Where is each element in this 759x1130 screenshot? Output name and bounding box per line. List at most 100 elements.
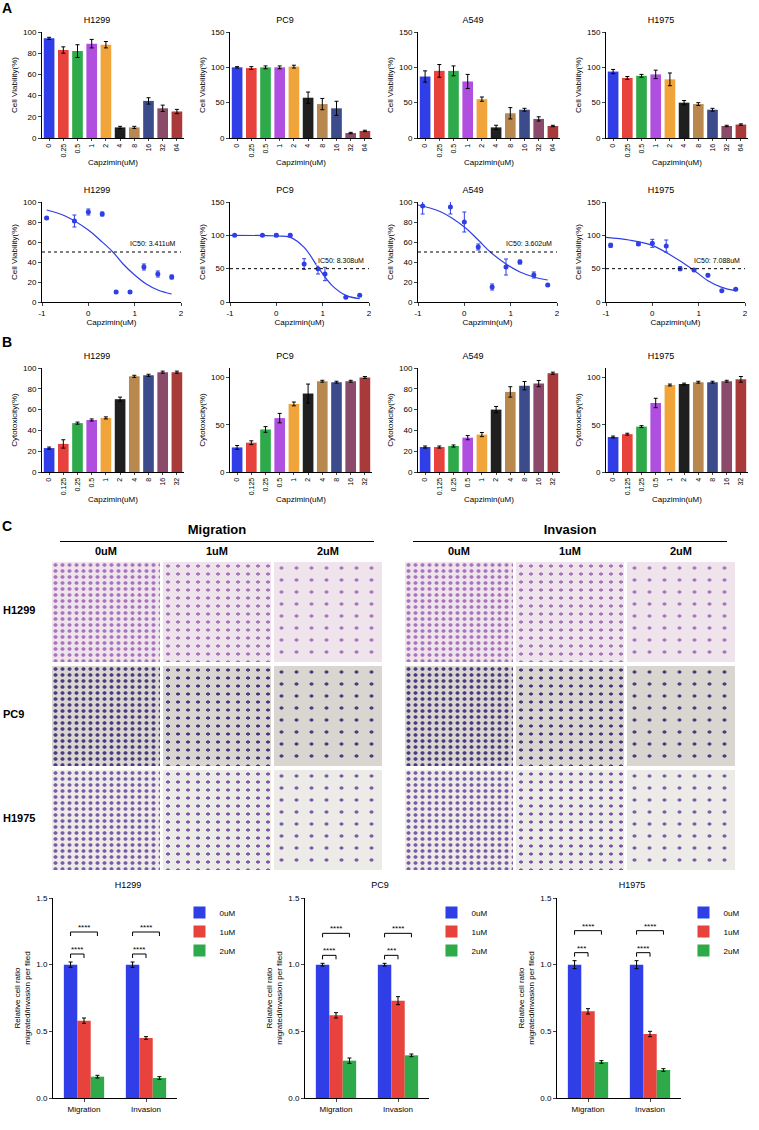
svg-text:16: 16 <box>145 144 152 152</box>
svg-text:1uM: 1uM <box>219 928 235 937</box>
svg-text:32: 32 <box>159 144 166 152</box>
svg-text:****: **** <box>71 945 83 954</box>
svg-text:60: 60 <box>403 405 412 414</box>
svg-text:0.25: 0.25 <box>450 478 457 492</box>
svg-text:4: 4 <box>116 144 123 148</box>
svg-text:IC50: 8.308uM: IC50: 8.308uM <box>318 257 364 264</box>
svg-text:100: 100 <box>587 231 601 240</box>
svg-text:100: 100 <box>211 63 225 72</box>
svg-text:100: 100 <box>587 373 601 382</box>
svg-text:H1975: H1975 <box>619 880 646 890</box>
svg-text:0: 0 <box>650 309 655 318</box>
svg-text:***: *** <box>577 944 586 953</box>
svg-text:A549: A549 <box>462 351 483 361</box>
svg-text:1.5: 1.5 <box>288 894 300 903</box>
svg-text:150: 150 <box>587 198 601 207</box>
svg-text:PC9: PC9 <box>276 351 294 361</box>
svg-text:80: 80 <box>403 218 412 227</box>
svg-text:20: 20 <box>403 278 412 287</box>
svg-text:150: 150 <box>587 28 601 37</box>
svg-text:1: 1 <box>88 144 95 148</box>
svg-text:32: 32 <box>737 478 744 486</box>
svg-text:0.5: 0.5 <box>276 478 283 488</box>
svg-text:Cell Viability(%): Cell Viability(%) <box>386 224 395 280</box>
svg-text:2: 2 <box>666 144 673 148</box>
svg-text:60: 60 <box>27 70 36 79</box>
svg-text:8: 8 <box>521 478 528 482</box>
svg-text:4: 4 <box>319 478 326 482</box>
svg-text:100: 100 <box>23 364 37 373</box>
svg-text:100: 100 <box>399 198 413 207</box>
svg-text:A549: A549 <box>462 185 483 195</box>
svg-text:Migration: Migration <box>68 1105 101 1114</box>
svg-text:100: 100 <box>23 28 37 37</box>
svg-text:0uM: 0uM <box>471 909 487 918</box>
svg-text:Cell Viability(%): Cell Viability(%) <box>198 57 207 113</box>
svg-text:2: 2 <box>290 144 297 148</box>
svg-text:-1: -1 <box>38 309 46 318</box>
svg-text:Cytotoxicity(%): Cytotoxicity(%) <box>198 393 207 447</box>
svg-text:1.0: 1.0 <box>36 960 48 969</box>
svg-text:8: 8 <box>507 144 514 148</box>
svg-text:Relative cell ratiomigrated/in: Relative cell ratiomigrated/invasion per… <box>13 951 32 1044</box>
svg-text:80: 80 <box>27 49 36 58</box>
svg-text:IC50: 3.602uM: IC50: 3.602uM <box>506 240 552 247</box>
svg-text:Capzimin(uM): Capzimin(uM) <box>275 318 325 327</box>
svg-text:0: 0 <box>32 298 37 307</box>
svg-text:0: 0 <box>421 478 428 482</box>
svg-text:Capzimin(uM): Capzimin(uM) <box>88 158 138 167</box>
svg-text:Capzimin(uM): Capzimin(uM) <box>463 318 513 327</box>
svg-text:****: **** <box>392 924 404 933</box>
svg-text:100: 100 <box>399 63 413 72</box>
svg-text:32: 32 <box>549 478 556 486</box>
svg-text:2uM: 2uM <box>723 947 739 956</box>
svg-text:64: 64 <box>361 144 368 152</box>
svg-text:A549: A549 <box>462 15 483 25</box>
svg-text:1uM: 1uM <box>471 928 487 937</box>
svg-text:0.125: 0.125 <box>60 478 67 496</box>
svg-text:0: 0 <box>421 144 428 148</box>
svg-text:IC50: 3.411uM: IC50: 3.411uM <box>130 240 176 247</box>
svg-text:32: 32 <box>535 144 542 152</box>
svg-text:1: 1 <box>464 144 471 148</box>
svg-text:0: 0 <box>220 298 225 307</box>
svg-text:-1: -1 <box>602 309 610 318</box>
svg-text:0.5: 0.5 <box>540 1027 552 1036</box>
svg-text:1.5: 1.5 <box>36 894 48 903</box>
svg-text:16: 16 <box>333 144 340 152</box>
svg-text:1.0: 1.0 <box>540 960 552 969</box>
svg-text:H1975: H1975 <box>648 15 675 25</box>
svg-text:Capzimin(uM): Capzimin(uM) <box>652 158 702 167</box>
svg-text:1: 1 <box>666 478 673 482</box>
svg-text:****: **** <box>140 923 152 932</box>
svg-text:0.25: 0.25 <box>638 478 645 492</box>
svg-text:Cytotoxicity(%): Cytotoxicity(%) <box>574 393 583 447</box>
svg-text:0uM: 0uM <box>219 909 235 918</box>
svg-text:H1299: H1299 <box>84 15 111 25</box>
svg-text:0.5: 0.5 <box>464 478 471 488</box>
svg-text:40: 40 <box>27 91 36 100</box>
svg-text:0: 0 <box>45 144 52 148</box>
svg-text:0: 0 <box>462 309 467 318</box>
svg-text:Cytotoxicity(%): Cytotoxicity(%) <box>386 393 395 447</box>
svg-text:50: 50 <box>215 421 224 430</box>
svg-text:150: 150 <box>211 198 225 207</box>
svg-text:0: 0 <box>408 134 413 143</box>
svg-text:50: 50 <box>215 98 224 107</box>
svg-text:0: 0 <box>86 309 91 318</box>
svg-text:32: 32 <box>361 478 368 486</box>
svg-text:8: 8 <box>709 478 716 482</box>
svg-text:4: 4 <box>131 478 138 482</box>
svg-text:64: 64 <box>549 144 556 152</box>
svg-text:0.5: 0.5 <box>262 144 269 154</box>
svg-text:0.5: 0.5 <box>638 144 645 154</box>
svg-text:Migration: Migration <box>320 1105 353 1114</box>
svg-text:Cell Viability(%): Cell Viability(%) <box>386 57 395 113</box>
svg-text:****: **** <box>323 946 335 955</box>
svg-text:0.5: 0.5 <box>74 144 81 154</box>
svg-text:Capzimin(uM): Capzimin(uM) <box>652 495 702 504</box>
svg-text:Invasion: Invasion <box>383 1105 413 1114</box>
svg-text:1uM: 1uM <box>723 928 739 937</box>
svg-text:0.5: 0.5 <box>288 1027 300 1036</box>
svg-text:Capzimin(uM): Capzimin(uM) <box>87 318 137 327</box>
